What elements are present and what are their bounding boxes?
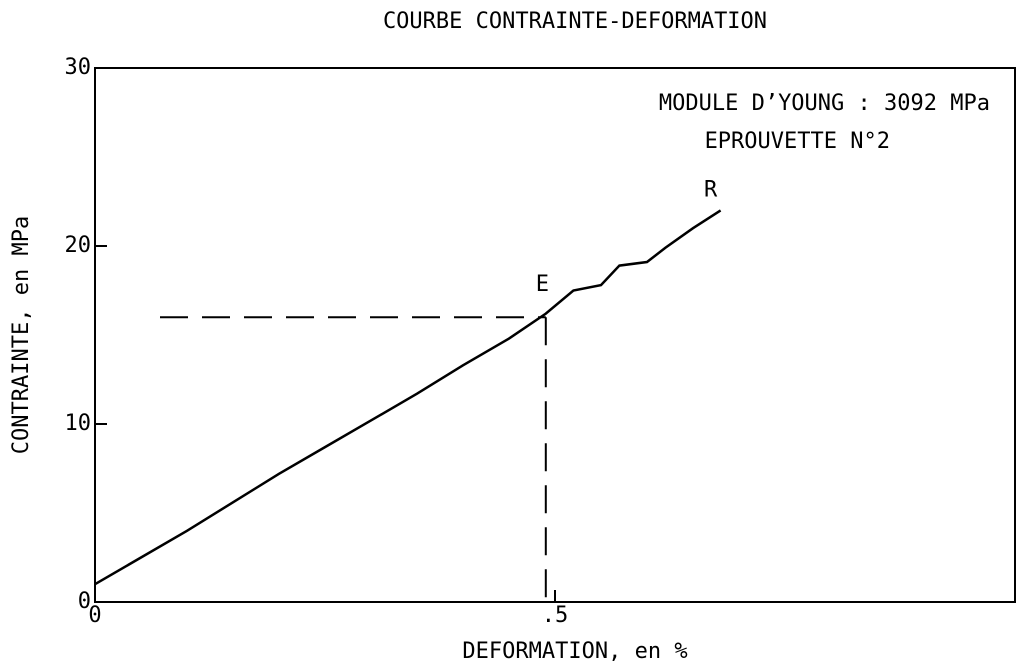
y-tick-label: 20 (65, 233, 92, 258)
data-line (94, 209, 722, 586)
y-tick-label: 30 (65, 55, 92, 80)
annotation: MODULE D’YOUNG : 3092 MPa (659, 91, 990, 116)
y-axis-label: CONTRAINTE, en MPa (9, 216, 34, 454)
reference-label: E (536, 272, 549, 297)
annotation: EPROUVETTE N°2 (705, 129, 890, 154)
y-tick-label: 0 (78, 589, 91, 614)
x-tick-label: .5 (542, 603, 569, 628)
chart-title: COURBE CONTRAINTE-DEFORMATION (383, 9, 767, 34)
x-axis-label: DEFORMATION, en % (462, 639, 687, 664)
end-label: R (704, 177, 718, 202)
y-tick-label: 10 (65, 411, 92, 436)
x-tick-label: 0 (88, 603, 101, 628)
